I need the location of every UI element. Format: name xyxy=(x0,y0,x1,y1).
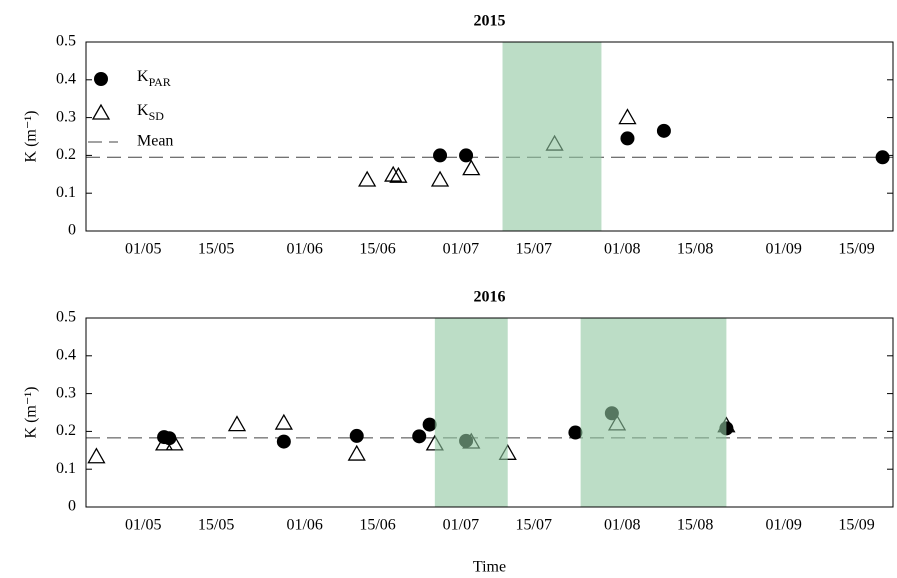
y-tick-label: 0.2 xyxy=(56,146,76,163)
point xyxy=(358,170,377,187)
point xyxy=(568,425,583,440)
y-tick-label: 0 xyxy=(68,222,76,239)
y-tick-label: 0.4 xyxy=(56,346,76,363)
x-tick-label: 15/09 xyxy=(838,517,874,534)
y-tick-label: 0.5 xyxy=(56,309,76,326)
x-tick-label: 01/06 xyxy=(286,517,322,534)
x-tick-label: 01/08 xyxy=(604,517,640,534)
x-tick-label: 01/05 xyxy=(125,517,161,534)
point xyxy=(433,148,448,163)
shaded-period xyxy=(502,42,602,231)
x-tick-label: 15/07 xyxy=(516,241,552,258)
point xyxy=(620,131,635,146)
point xyxy=(165,434,184,451)
y-tick-label: 0.3 xyxy=(56,384,76,401)
y-tick-label: 0.2 xyxy=(56,422,76,439)
legend-label: KSD xyxy=(137,102,164,123)
legend-symbol xyxy=(91,103,111,120)
legend-symbol xyxy=(94,72,108,86)
point xyxy=(274,413,293,430)
point xyxy=(462,159,481,176)
x-tick-label: 01/07 xyxy=(443,517,479,534)
x-tick-label: 15/05 xyxy=(198,241,234,258)
shaded-period xyxy=(580,318,727,507)
plot-frame xyxy=(85,41,894,232)
point xyxy=(389,166,408,183)
point xyxy=(875,150,890,165)
point xyxy=(412,429,427,444)
shaded-period xyxy=(434,318,508,507)
x-tick-label: 15/08 xyxy=(677,241,713,258)
point xyxy=(276,434,291,449)
legend-label: KPAR xyxy=(137,68,171,89)
chart-title: 2016 xyxy=(474,289,506,306)
point xyxy=(227,415,247,432)
x-tick-label: 15/09 xyxy=(838,241,874,258)
x-tick-label: 01/07 xyxy=(443,241,479,258)
x-axis-label: Time xyxy=(473,559,506,576)
point xyxy=(349,428,364,443)
y-tick-label: 0.1 xyxy=(56,184,76,201)
point xyxy=(618,108,637,125)
x-tick-label: 01/09 xyxy=(765,517,801,534)
chart-title: 2015 xyxy=(474,13,506,30)
y-tick-label: 0 xyxy=(68,498,76,515)
point xyxy=(656,123,671,138)
y-tick-label: 0.4 xyxy=(56,70,76,87)
plot-frame xyxy=(85,317,894,508)
x-tick-label: 15/06 xyxy=(359,517,395,534)
x-tick-label: 01/08 xyxy=(604,241,640,258)
legend-label: Mean xyxy=(137,133,173,150)
point xyxy=(87,447,106,464)
y-tick-label: 0.5 xyxy=(56,33,76,50)
x-tick-label: 15/06 xyxy=(359,241,395,258)
point xyxy=(459,148,474,163)
x-tick-label: 15/08 xyxy=(677,517,713,534)
point xyxy=(154,434,174,451)
x-tick-label: 15/05 xyxy=(198,517,234,534)
point xyxy=(422,417,437,432)
y-tick-label: 0.1 xyxy=(56,460,76,477)
x-tick-label: 01/05 xyxy=(125,241,161,258)
x-tick-label: 01/06 xyxy=(286,241,322,258)
y-axis-label: K (m⁻¹) xyxy=(23,387,40,439)
y-axis-label: K (m⁻¹) xyxy=(23,111,40,163)
point xyxy=(347,444,366,461)
y-tick-label: 0.3 xyxy=(56,108,76,125)
point xyxy=(384,165,403,182)
x-tick-label: 01/09 xyxy=(765,241,801,258)
point xyxy=(162,431,177,446)
x-tick-label: 15/07 xyxy=(516,517,552,534)
point xyxy=(430,170,450,187)
